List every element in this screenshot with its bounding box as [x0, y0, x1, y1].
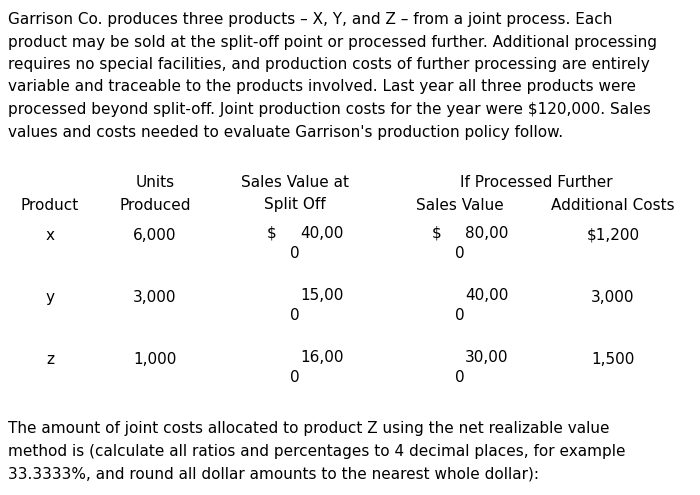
Text: Sales Value: Sales Value	[416, 198, 504, 212]
Text: 0: 0	[290, 307, 300, 323]
Text: Units: Units	[135, 175, 174, 190]
Text: $1,200: $1,200	[587, 228, 640, 243]
Text: z: z	[46, 352, 54, 367]
Text: $: $	[267, 226, 276, 241]
Text: Additional Costs: Additional Costs	[551, 198, 675, 212]
Text: If Processed Further: If Processed Further	[460, 175, 612, 190]
Text: Split Off: Split Off	[264, 198, 326, 212]
Text: Sales Value at: Sales Value at	[241, 175, 349, 190]
Text: Produced: Produced	[119, 198, 190, 212]
Text: product may be sold at the split-off point or processed further. Additional proc: product may be sold at the split-off poi…	[8, 35, 657, 50]
Text: 40,00: 40,00	[465, 288, 508, 302]
Text: 30,00: 30,00	[465, 349, 508, 364]
Text: 1,000: 1,000	[133, 352, 176, 367]
Text: 0: 0	[455, 369, 465, 385]
Text: 1,500: 1,500	[592, 352, 635, 367]
Text: Product: Product	[21, 198, 79, 212]
Text: 16,00: 16,00	[300, 349, 344, 364]
Text: 3,000: 3,000	[133, 290, 176, 305]
Text: values and costs needed to evaluate Garrison's production policy follow.: values and costs needed to evaluate Garr…	[8, 125, 563, 140]
Text: 0: 0	[455, 246, 465, 260]
Text: y: y	[46, 290, 55, 305]
Text: 15,00: 15,00	[300, 288, 344, 302]
Text: 0: 0	[290, 369, 300, 385]
Text: 0: 0	[290, 246, 300, 260]
Text: method is (calculate all ratios and percentages to 4 decimal places, for example: method is (calculate all ratios and perc…	[8, 444, 626, 459]
Text: requires no special facilities, and production costs of further processing are e: requires no special facilities, and prod…	[8, 57, 650, 72]
Text: $: $	[432, 226, 442, 241]
Text: 33.3333%, and round all dollar amounts to the nearest whole dollar):: 33.3333%, and round all dollar amounts t…	[8, 466, 539, 482]
Text: The amount of joint costs allocated to product Z using the net realizable value: The amount of joint costs allocated to p…	[8, 422, 610, 437]
Text: Garrison Co. produces three products – X, Y, and Z – from a joint process. Each: Garrison Co. produces three products – X…	[8, 12, 612, 27]
Text: 6,000: 6,000	[133, 228, 176, 243]
Text: 80,00: 80,00	[465, 226, 508, 241]
Text: 3,000: 3,000	[592, 290, 635, 305]
Text: 0: 0	[455, 307, 465, 323]
Text: variable and traceable to the products involved. Last year all three products we: variable and traceable to the products i…	[8, 80, 636, 95]
Text: processed beyond split-off. Joint production costs for the year were $120,000. S: processed beyond split-off. Joint produc…	[8, 102, 651, 117]
Text: x: x	[46, 228, 55, 243]
Text: 40,00: 40,00	[300, 226, 344, 241]
